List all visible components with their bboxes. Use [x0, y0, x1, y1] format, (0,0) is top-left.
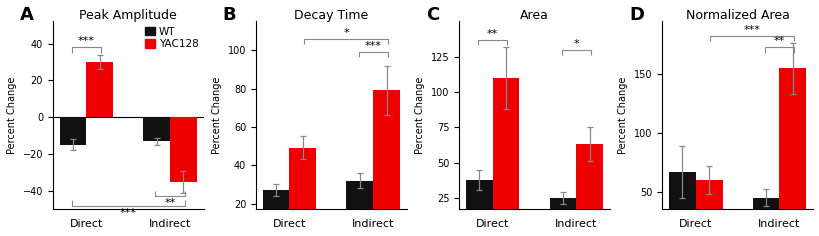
Text: A: A — [20, 6, 34, 25]
Text: **: ** — [486, 29, 498, 39]
Legend: WT, YAC128: WT, YAC128 — [145, 27, 198, 49]
Text: C: C — [425, 6, 438, 25]
Text: D: D — [628, 6, 643, 25]
Bar — [170, 117, 197, 182]
Text: ***: *** — [743, 25, 760, 35]
Y-axis label: Percent Change: Percent Change — [414, 77, 424, 154]
Y-axis label: Percent Change: Percent Change — [212, 77, 222, 154]
Bar — [752, 198, 779, 236]
Bar — [86, 62, 113, 117]
Bar — [465, 180, 492, 233]
Bar — [576, 144, 602, 233]
Bar — [143, 117, 170, 141]
Text: ***: *** — [78, 36, 95, 46]
Title: Area: Area — [519, 9, 548, 22]
Text: **: ** — [164, 198, 175, 208]
Bar — [262, 190, 289, 236]
Bar — [60, 117, 86, 145]
Bar — [779, 68, 805, 236]
Title: Peak Amplitude: Peak Amplitude — [79, 9, 177, 22]
Text: ***: *** — [364, 41, 381, 51]
Bar — [668, 172, 695, 236]
Title: Decay Time: Decay Time — [294, 9, 368, 22]
Bar — [549, 198, 576, 233]
Bar — [346, 181, 373, 236]
Text: ***: *** — [120, 207, 137, 218]
Bar — [289, 148, 316, 236]
Text: *: * — [572, 39, 578, 49]
Bar — [695, 180, 722, 236]
Y-axis label: Percent Change: Percent Change — [7, 77, 17, 154]
Text: **: ** — [773, 36, 784, 46]
Bar — [373, 90, 400, 236]
Bar — [492, 78, 518, 233]
Y-axis label: Percent Change: Percent Change — [618, 77, 627, 154]
Text: B: B — [223, 6, 236, 25]
Text: *: * — [342, 28, 348, 38]
Title: Normalized Area: Normalized Area — [685, 9, 789, 22]
